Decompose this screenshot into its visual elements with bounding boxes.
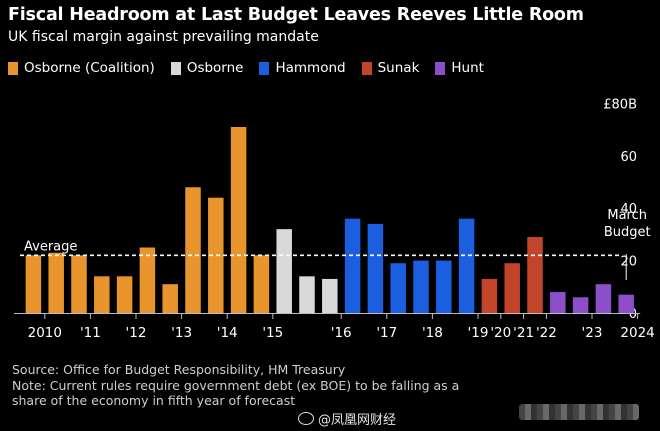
legend-item-sunak: Sunak: [361, 60, 420, 76]
legend-label: Osborne: [186, 60, 244, 76]
watermark: @凤凰网财经: [298, 409, 396, 428]
legend-item-hunt: Hunt: [435, 60, 484, 76]
bar-osborne: [322, 278, 338, 313]
x-tick-label: '20: [490, 325, 511, 341]
bar-sunak: [481, 278, 498, 313]
y-tick-label: £80B: [603, 97, 637, 112]
note-line-1: Note: Current rules require government d…: [12, 377, 460, 393]
y-tick-label: 20: [620, 255, 637, 270]
bar-hammond: [390, 263, 406, 313]
bar-osborne-coalition: [25, 255, 42, 313]
x-tick-label: 2010: [28, 325, 62, 341]
bar-osborne-coalition: [116, 276, 133, 313]
weibo-icon: [298, 412, 314, 425]
average-label: Average: [24, 239, 77, 254]
watermark-text: @凤凰网财经: [318, 413, 397, 428]
bar-hammond: [413, 260, 429, 313]
bar-hunt: [572, 297, 589, 313]
legend-item-hammond: Hammond: [259, 60, 346, 76]
bar-hammond: [458, 218, 475, 313]
annotation-text: March: [607, 208, 647, 223]
bar-hunt: [618, 294, 634, 313]
bar-osborne-coalition: [185, 187, 201, 313]
legend-item-osborne: Osborne: [170, 60, 244, 76]
bar-osborne-coalition: [253, 255, 270, 313]
blurred-region: [519, 404, 639, 420]
x-tick-label: '11: [80, 325, 101, 341]
legend-label: Hunt: [451, 60, 484, 76]
note-line-2: share of the economy in fifth year of fo…: [12, 393, 296, 408]
bar-osborne-coalition: [94, 276, 110, 313]
bar-hammond: [344, 218, 361, 313]
legend-swatch: [170, 61, 181, 75]
bar-sunak: [527, 237, 543, 313]
x-tick-label: '16: [331, 325, 352, 341]
x-tick-label: '14: [217, 325, 238, 341]
source-note: Source: Office for Budget Responsibility…: [12, 362, 346, 377]
y-tick-label: 60: [620, 150, 637, 165]
annotation-text: Budget: [604, 225, 651, 240]
legend-swatch: [259, 61, 270, 75]
legend-swatch: [8, 61, 18, 75]
bar-hammond: [367, 223, 384, 313]
x-tick-label: '12: [126, 325, 147, 341]
x-tick-label: '15: [262, 325, 283, 341]
bar-chart: £80B 60 40 20 0 2010 '11 '12 '13 '14 '15 '16 '17 '18 '…: [14, 97, 655, 341]
bar-osborne-coalition: [48, 252, 64, 313]
legend-label: Hammond: [275, 60, 346, 76]
bar-osborne-coalition: [230, 126, 247, 313]
legend-label: Osborne (Coalition): [24, 60, 155, 76]
bar-osborne-coalition: [71, 255, 87, 313]
bar-osborne: [299, 276, 315, 313]
bar-hunt: [550, 292, 566, 313]
x-tick-label: '21: [513, 325, 534, 341]
x-tick-label: '13: [171, 325, 192, 341]
x-tick-label: '17: [376, 325, 397, 341]
bar-osborne-coalition: [162, 284, 178, 313]
x-tick-label: 2024: [620, 325, 654, 341]
chart-subtitle: UK fiscal margin against prevailing mand…: [8, 29, 319, 45]
x-tick-label: '23: [582, 325, 603, 341]
x-tick-label: '18: [422, 325, 443, 341]
legend-swatch: [361, 61, 372, 75]
x-tick-label: '22: [536, 325, 557, 341]
bar-osborne: [276, 229, 292, 313]
y-tick-label: 0: [629, 307, 637, 322]
legend: Osborne (Coalition) Osborne Hammond Suna…: [8, 60, 500, 76]
legend-label: Sunak: [377, 60, 420, 76]
chart-title: Fiscal Headroom at Last Budget Leaves Re…: [8, 5, 584, 25]
legend-item-osborne-coalition: Osborne (Coalition): [8, 60, 155, 76]
legend-swatch: [435, 61, 446, 75]
bar-hunt: [595, 284, 612, 313]
bar-osborne-coalition: [139, 247, 156, 313]
y-tick-label: 40: [620, 202, 637, 217]
bar-sunak: [504, 263, 520, 313]
chart-footer: Source: Office for Budget Responsibility…: [12, 362, 459, 409]
bar-hammond: [436, 260, 452, 313]
x-tick-label: '19: [468, 325, 489, 341]
bar-osborne-coalition: [208, 197, 224, 313]
